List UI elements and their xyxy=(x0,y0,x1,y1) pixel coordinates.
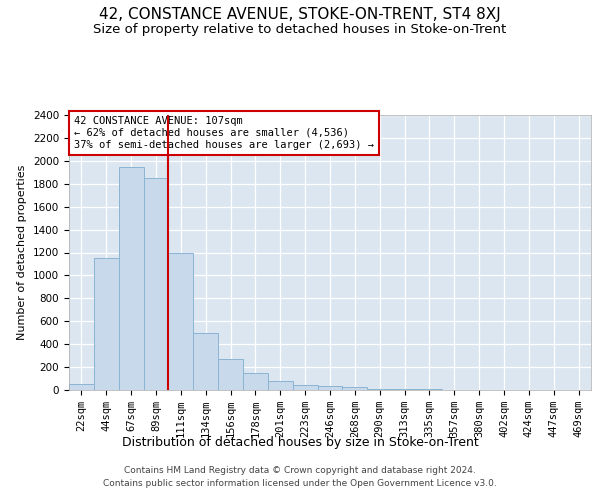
Bar xyxy=(193,332,218,390)
Text: Contains public sector information licensed under the Open Government Licence v3: Contains public sector information licen… xyxy=(103,478,497,488)
Bar xyxy=(392,389,417,390)
Text: Distribution of detached houses by size in Stoke-on-Trent: Distribution of detached houses by size … xyxy=(122,436,478,449)
Bar xyxy=(367,389,392,390)
Text: 42 CONSTANCE AVENUE: 107sqm
← 62% of detached houses are smaller (4,536)
37% of : 42 CONSTANCE AVENUE: 107sqm ← 62% of det… xyxy=(74,116,374,150)
Y-axis label: Number of detached properties: Number of detached properties xyxy=(17,165,28,340)
Bar xyxy=(143,178,169,390)
Text: 42, CONSTANCE AVENUE, STOKE-ON-TRENT, ST4 8XJ: 42, CONSTANCE AVENUE, STOKE-ON-TRENT, ST… xyxy=(99,8,501,22)
Bar xyxy=(317,386,343,390)
Bar xyxy=(119,166,143,390)
Bar xyxy=(218,359,243,390)
Text: Size of property relative to detached houses in Stoke-on-Trent: Size of property relative to detached ho… xyxy=(94,22,506,36)
Bar xyxy=(268,382,293,390)
Bar xyxy=(169,252,193,390)
Bar xyxy=(243,373,268,390)
Bar xyxy=(343,386,367,390)
Text: Contains HM Land Registry data © Crown copyright and database right 2024.: Contains HM Land Registry data © Crown c… xyxy=(124,466,476,475)
Bar xyxy=(69,384,94,390)
Bar xyxy=(293,386,317,390)
Bar xyxy=(94,258,119,390)
